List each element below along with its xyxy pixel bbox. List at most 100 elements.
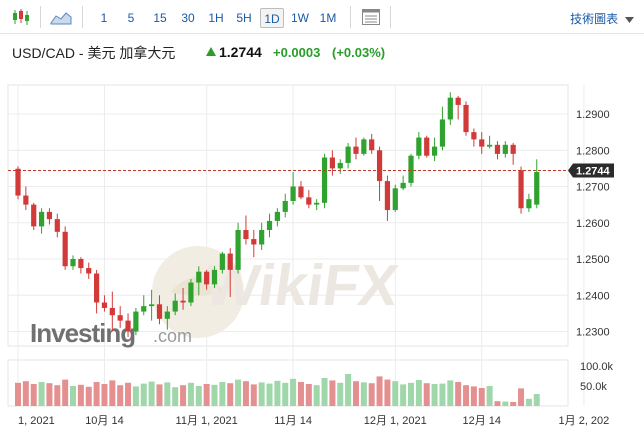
volume-bar: [30, 384, 37, 406]
x-tick-label: 10月 14: [85, 415, 124, 427]
candle-body: [86, 268, 92, 274]
candle-body: [298, 186, 304, 198]
x-tick-label: 11月 1, 2021: [176, 415, 238, 427]
candle-body: [101, 302, 108, 308]
area-chart-icon[interactable]: [48, 6, 74, 28]
y-tick-label: 1.2500: [576, 254, 610, 266]
candle-body: [31, 204, 37, 227]
volume-bar: [62, 379, 69, 406]
volume-bar: [439, 383, 446, 406]
volume-bar: [77, 384, 84, 406]
volume-bar: [101, 384, 108, 406]
timeframe-1w[interactable]: 1W: [291, 11, 309, 25]
timeframe-1[interactable]: 1: [100, 11, 108, 25]
y-tick-label: 1.2600: [576, 218, 610, 230]
candle-body: [526, 199, 532, 209]
candle-body: [141, 306, 147, 312]
volume-bar: [219, 382, 226, 406]
candle-body: [149, 304, 155, 307]
candle-body: [204, 271, 210, 285]
plot-border: [7, 84, 569, 347]
candle-body: [282, 201, 288, 212]
volume-bar: [148, 381, 155, 406]
investing-watermark: Investing: [30, 318, 135, 348]
volume-bar: [164, 382, 171, 406]
candlestick-icon[interactable]: [8, 6, 34, 28]
volume-bar: [140, 383, 147, 406]
candle-body: [235, 230, 241, 270]
candle-body: [369, 139, 375, 151]
x-tick-label: 11月 14: [274, 415, 312, 427]
candle-body: [109, 307, 115, 316]
candle-body: [23, 195, 29, 205]
current-price-tag: [568, 163, 614, 178]
timeframe-15[interactable]: 15: [153, 11, 167, 25]
candle-body: [447, 97, 453, 120]
volume-bar: [305, 384, 312, 406]
instrument-title: USD/CAD - 美元 加拿大元: [12, 45, 176, 61]
volume-bar: [125, 382, 132, 406]
x-tick-label: 1月 2, 202: [559, 415, 610, 427]
volume-bar: [486, 386, 493, 406]
timeframe-5[interactable]: 5: [127, 11, 135, 25]
candle-body: [510, 144, 516, 154]
candle-body: [125, 320, 131, 332]
candle-body: [62, 231, 68, 267]
candle-body: [471, 132, 477, 140]
volume-bar: [321, 378, 328, 406]
candle-body: [259, 230, 265, 245]
candle-body: [384, 181, 391, 211]
candle-body: [78, 259, 84, 269]
technical-chart-label: 技術圖表: [570, 12, 619, 26]
volume-bar: [242, 381, 249, 406]
timeframe-1m[interactable]: 1M: [319, 11, 337, 25]
volume-bar: [415, 380, 422, 406]
candle-body: [211, 269, 218, 285]
toolbar-separator: [390, 6, 391, 28]
volume-bar: [368, 383, 375, 406]
chart-toolbar: 1 5 15 30 1H 5H 1D 1W 1M 技術圖表: [0, 0, 644, 34]
candle-body: [353, 146, 359, 154]
volume-bar: [470, 386, 477, 406]
watermark: WikiFX Investing .com: [30, 246, 402, 348]
timeframe-30[interactable]: 30: [181, 11, 195, 25]
table-view-icon[interactable]: [358, 6, 384, 28]
candle-body: [133, 311, 139, 332]
candle-body: [219, 253, 225, 270]
candle-body: [290, 186, 296, 201]
volume-bar: [22, 381, 29, 406]
volume-bar: [46, 383, 53, 406]
volume-bar: [423, 383, 430, 406]
volume-bar: [274, 380, 281, 406]
technical-chart-link[interactable]: 技術圖表: [570, 10, 634, 27]
candle-body: [416, 137, 422, 156]
candle-body: [266, 220, 273, 230]
volume-bar: [478, 388, 485, 406]
volume-tick-label: 50.0k: [580, 381, 607, 393]
timeframe-1d[interactable]: 1D: [260, 8, 284, 28]
volume-bar: [187, 382, 194, 406]
volume-bar: [211, 384, 218, 406]
volume-bar: [494, 401, 501, 406]
candle-body: [455, 97, 461, 105]
timeframe-5h[interactable]: 5H: [236, 11, 252, 25]
volume-bar: [172, 387, 179, 406]
x-axis: 1, 2021 10月 14 11月 1, 2021 11月 14 12月 1, 202…: [18, 415, 609, 427]
candle-body: [70, 259, 76, 267]
candle-body: [439, 119, 446, 147]
investing-watermark-suffix: .com: [153, 326, 192, 346]
candle-body: [227, 253, 233, 270]
candle-body: [54, 219, 60, 232]
volume-bar: [447, 380, 454, 406]
volume-bar: [352, 381, 359, 406]
last-price: 1.2744: [219, 44, 262, 60]
volume-bar: [533, 394, 540, 406]
volume-bar: [297, 382, 304, 406]
timeframe-1h[interactable]: 1H: [208, 11, 224, 25]
price-change-percent: (+0.03%): [332, 45, 386, 60]
candle-body: [196, 271, 202, 283]
x-tick-label: 1, 2021: [18, 415, 55, 427]
wikifx-watermark: WikiFX: [200, 253, 402, 318]
candle-body: [502, 144, 508, 154]
